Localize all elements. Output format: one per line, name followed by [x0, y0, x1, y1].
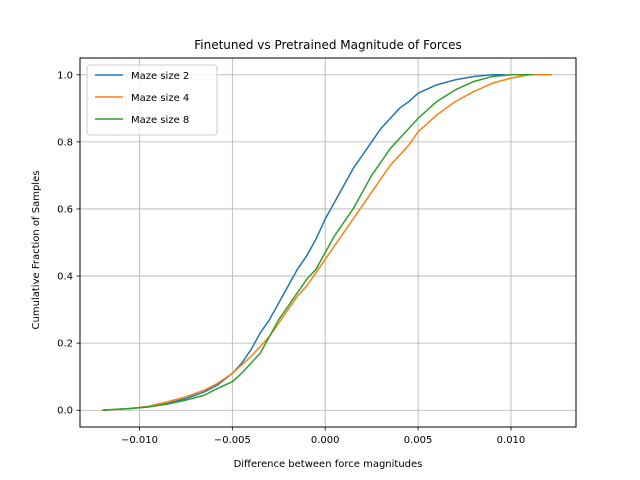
x-tick-label: −0.010 — [121, 435, 158, 446]
x-axis-label: Difference between force magnitudes — [234, 459, 423, 470]
y-tick-label: 0.0 — [57, 406, 73, 417]
y-tick-label: 0.4 — [57, 272, 73, 283]
x-tick-label: 0.000 — [311, 435, 340, 446]
axis-ticks: −0.010 −0.005 0.000 0.005 0.010 0.0 0.2 0.4 0.6 0… — [57, 70, 525, 446]
x-tick-label: −0.005 — [214, 435, 251, 446]
x-tick-label: 0.005 — [404, 435, 433, 446]
legend-box — [86, 64, 218, 136]
series-line-3 — [102, 74, 534, 411]
y-tick-label: 0.8 — [57, 137, 73, 148]
y-tick-label: 0.6 — [57, 204, 73, 215]
series-line-1 — [102, 74, 506, 411]
x-tick-label: 0.010 — [497, 435, 526, 446]
legend-label: Maze size 8 — [131, 115, 189, 126]
y-axis-label: Cumulative Fraction of Samples — [31, 171, 42, 330]
y-tick-label: 1.0 — [57, 70, 73, 81]
legend-label: Maze size 4 — [131, 93, 189, 104]
plot-area — [102, 74, 552, 411]
plot-frame — [79, 57, 577, 428]
legend-label: Maze size 2 — [131, 71, 189, 82]
chart-title: Finetuned vs Pretrained Magnitude of For… — [194, 38, 462, 52]
legend: Maze size 2 Maze size 4 Maze size 8 — [86, 64, 218, 136]
series-line-2 — [102, 74, 552, 411]
y-tick-label: 0.2 — [57, 339, 73, 350]
